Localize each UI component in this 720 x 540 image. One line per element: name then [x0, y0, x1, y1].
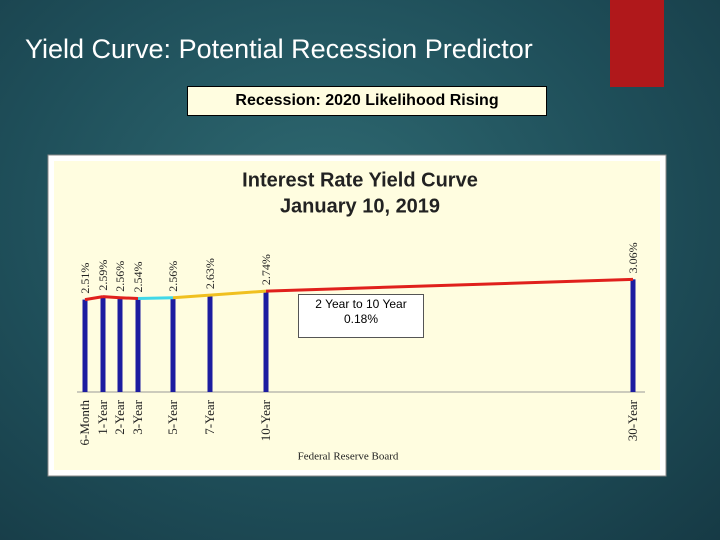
bar: [170, 297, 176, 392]
bar: [207, 295, 213, 392]
value-label: 2.63%: [203, 258, 217, 289]
x-tick-label: 3-Year: [130, 399, 145, 434]
value-label: 2.56%: [113, 261, 127, 292]
curve-segment: [172, 293, 211, 300]
curve-segment: [102, 295, 121, 300]
bar: [82, 299, 88, 392]
bar: [630, 279, 636, 392]
value-label: 3.06%: [626, 242, 640, 273]
value-label: 2.56%: [166, 261, 180, 292]
slide-title: Yield Curve: Potential Recession Predict…: [25, 34, 533, 64]
bar: [135, 298, 141, 392]
curve-segment: [119, 296, 139, 300]
x-tick-label: 5-Year: [165, 399, 180, 434]
chart-title: Interest Rate Yield Curve: [242, 169, 478, 191]
bar: [100, 296, 106, 392]
value-label: 2.51%: [78, 263, 92, 294]
curve-segment: [137, 296, 174, 300]
value-label: 2.74%: [259, 254, 273, 285]
value-label: 2.54%: [131, 261, 145, 292]
x-tick-label: 2-Year: [112, 399, 127, 434]
curve-segment: [209, 289, 267, 297]
x-tick-label: 30-Year: [625, 399, 640, 441]
x-tick-label: 1-Year: [95, 399, 110, 434]
curve-segment: [265, 277, 634, 293]
curve-segment: [84, 295, 104, 302]
x-tick-label: 6-Month: [77, 400, 92, 446]
accent-bar: [610, 0, 664, 87]
chart-subtitle: January 10, 2019: [280, 195, 440, 217]
banner: Recession: 2020 Likelihood Rising: [187, 86, 547, 116]
value-label: 2.59%: [96, 260, 110, 291]
source: Federal Reserve Board: [298, 451, 399, 463]
bar: [117, 297, 123, 392]
annotation: 2 Year to 10 Year 0.18%: [298, 294, 424, 338]
x-tick-label: 7-Year: [202, 399, 217, 434]
bar: [263, 291, 269, 392]
x-tick-label: 10-Year: [258, 399, 273, 441]
